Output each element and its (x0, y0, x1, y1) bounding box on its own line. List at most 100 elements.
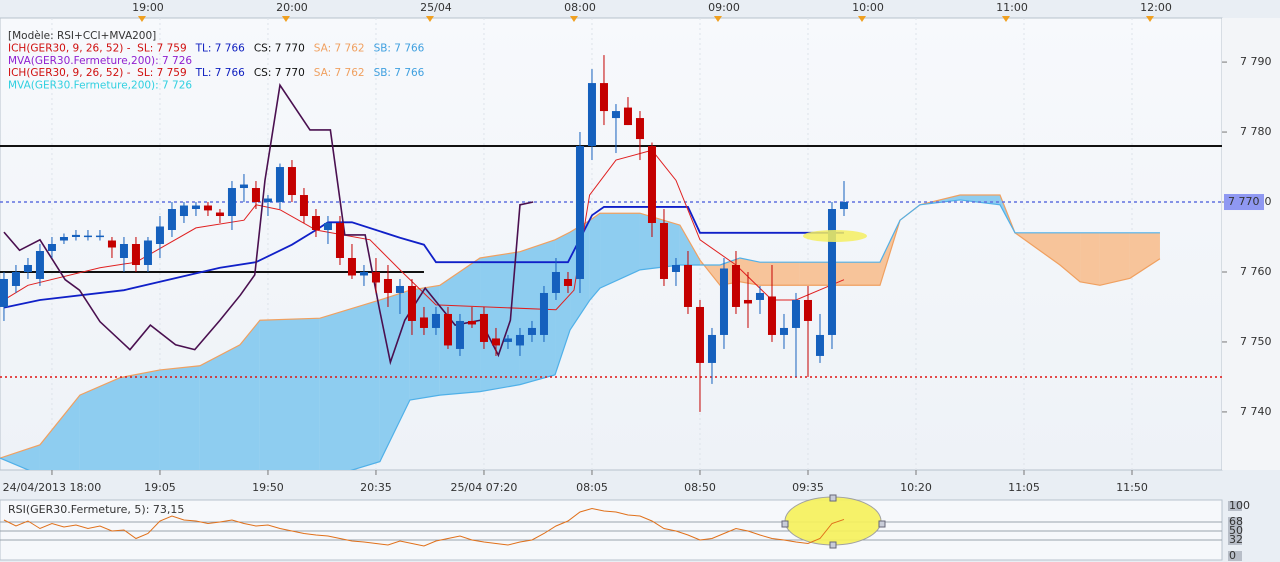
rsi-label: RSI(GER30.Fermeture, 5): 73,15 (8, 503, 184, 516)
y-tick-label: 7 790 (1240, 55, 1272, 68)
top-tick-marker (137, 16, 146, 22)
x-tick-label: 20:35 (360, 481, 392, 494)
candle-body (731, 264, 740, 307)
rsi-tick-label: 50 (1229, 524, 1243, 537)
legend-item: MVA(GER30.Fermeture,200): 7 726 (8, 55, 192, 67)
candle-body (635, 118, 644, 140)
candle-body (491, 338, 500, 346)
legend-item: TL: 7 766 (195, 42, 246, 54)
candle-body (803, 299, 812, 321)
cloud-fill (739, 257, 760, 286)
cloud-fill (39, 395, 80, 470)
rsi-tick-box (1228, 526, 1242, 536)
candle-body (455, 320, 464, 349)
legend-item: SB: 7 766 (374, 42, 425, 54)
rsi-tick-box (1228, 551, 1242, 561)
candle-body (659, 223, 668, 279)
legend-item: MVA(GER30.Fermeture,200): 7 726 (8, 80, 192, 92)
cloud-fill (519, 239, 556, 385)
cloud-fill (480, 251, 520, 392)
candle-body (467, 320, 476, 325)
candle-body (359, 271, 368, 276)
candle-body (839, 202, 848, 210)
top-tick-marker (281, 16, 290, 22)
legend-line: MVA(GER30.Fermeture,200): 7 726 (8, 80, 192, 92)
candle-body (275, 167, 284, 203)
rsi-tick-box (1228, 517, 1242, 527)
legend-item: [Modèle: RSI+CCI+MVA200] (8, 30, 156, 42)
candle-body (263, 198, 272, 203)
indicator-line (3, 206, 844, 309)
candle-body (143, 240, 152, 265)
rsi-tick-box (1228, 501, 1242, 511)
rsi-highlight (784, 496, 882, 546)
candle-body (791, 299, 800, 328)
candle-body (347, 257, 356, 276)
candle-body (107, 240, 116, 248)
candle-body (551, 271, 560, 293)
current-price-box (1224, 194, 1264, 211)
y-tick-label: 7 780 (1240, 125, 1272, 138)
top-tick-label: 25/04 (420, 1, 452, 14)
rsi-line (3, 507, 845, 547)
top-tick-label: 10:00 (852, 1, 884, 14)
candle-body (119, 244, 128, 258)
y-tick-label: 7 750 (1240, 335, 1272, 348)
candle-body (683, 264, 692, 307)
top-tick-marker (569, 16, 578, 22)
rsi-tick-box (1228, 535, 1242, 545)
legend-item: CS: 7 770 (254, 67, 305, 79)
candle-body (35, 250, 44, 279)
cloud-fill (849, 262, 880, 286)
cloud-fill (759, 262, 800, 286)
candle-body (131, 244, 140, 265)
candle-body (431, 313, 440, 328)
legend-line: [Modèle: RSI+CCI+MVA200] (8, 30, 156, 42)
candle-body (815, 334, 824, 356)
cloud-fill (799, 262, 850, 286)
rsi-tick-label: 32 (1229, 533, 1243, 546)
cloud-fill (600, 213, 640, 289)
candle-body (575, 146, 584, 279)
handle (878, 520, 886, 528)
candle-body (719, 268, 728, 335)
candle-body (239, 184, 248, 189)
cloud-fill (555, 232, 571, 375)
candle-body (383, 278, 392, 293)
rsi-tick-label: 0 (1229, 549, 1236, 562)
candle-body (647, 146, 656, 224)
cloud-fill (120, 369, 160, 470)
legend-item: SA: 7 762 (314, 42, 365, 54)
candle-body (167, 209, 176, 231)
legend-item: CS: 7 770 (254, 42, 305, 54)
x-tick-label: 09:35 (792, 481, 824, 494)
x-tick-label: 19:50 (252, 481, 284, 494)
cloud-fill (379, 290, 410, 462)
main-layer (0, 18, 1222, 470)
candle-body (371, 271, 380, 283)
y-tick-label: 7 760 (1240, 265, 1272, 278)
candle-body (335, 223, 344, 258)
y-tick-label: 7 740 (1240, 405, 1272, 418)
candle-body (47, 244, 56, 251)
top-tick-marker (857, 16, 866, 22)
rsi-tick-label: 68 (1229, 515, 1243, 528)
candle-body (515, 334, 524, 346)
legend-line: ICH(GER30, 9, 26, 52) - SL: 7 759 TL: 7 7… (8, 42, 425, 54)
candle-body (503, 338, 512, 342)
candle-body (563, 278, 572, 286)
highlight-ellipse (803, 230, 867, 242)
candle-body (299, 195, 308, 217)
legend-item: SA: 7 762 (314, 67, 365, 79)
candle-body (23, 264, 32, 272)
candle-body (707, 334, 716, 363)
candle-body (695, 306, 704, 363)
candle-body (599, 83, 608, 112)
candle-body (11, 271, 20, 286)
candle-body (0, 278, 8, 307)
cloud-fill (240, 320, 260, 470)
rsi-panel (0, 499, 1223, 561)
candle-body (59, 237, 68, 241)
x-tick-label: 19:05 (144, 481, 176, 494)
